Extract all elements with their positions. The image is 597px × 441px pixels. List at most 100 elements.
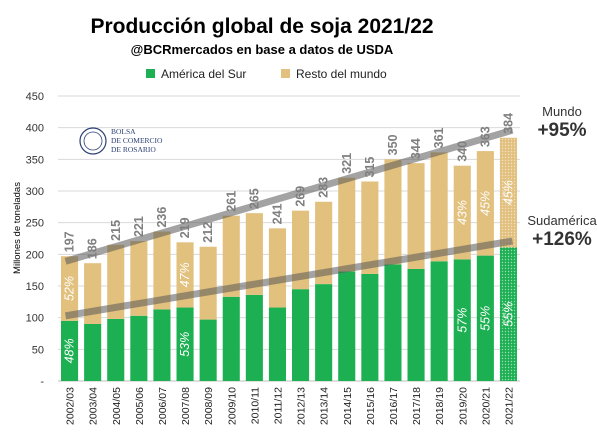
- bars: [61, 137, 517, 381]
- total-label: 236: [155, 207, 169, 228]
- total-label: 197: [63, 231, 77, 252]
- bar-south: [245, 294, 263, 381]
- total-label: 283: [317, 177, 331, 198]
- logo: BOLSA DE COMERCIO DE ROSARIO: [79, 127, 163, 155]
- y-tick-label: 100: [26, 313, 44, 325]
- bar-rest: [453, 165, 471, 260]
- x-axis: 2002/03 2003/04 2004/05 2005/06 2006/07 2007/…: [65, 387, 516, 425]
- annotation-mundo: Mundo +95%: [537, 104, 586, 141]
- share-label: 55%: [478, 306, 492, 331]
- bar-rest: [407, 163, 425, 269]
- total-label: 221: [132, 216, 146, 237]
- x-tick-label: 2016/17: [388, 387, 400, 425]
- total-label: 269: [294, 186, 308, 207]
- legend-label-south: América del Sur: [161, 67, 246, 81]
- x-tick-label: 2013/14: [319, 387, 331, 425]
- bar-south: [222, 296, 240, 381]
- bar-rest: [61, 256, 79, 321]
- bar-rest: [245, 213, 263, 295]
- chart-title: Producción global de soja 2021/22: [90, 15, 433, 38]
- logo-seal: [79, 127, 107, 155]
- bar-south: [338, 271, 356, 381]
- x-tick-label: 2004/05: [111, 387, 123, 425]
- x-tick-label: 2014/15: [342, 387, 354, 425]
- annotation-mundo-label: Mundo: [542, 104, 582, 119]
- y-tick-label: 450: [26, 91, 44, 103]
- total-label: 261: [224, 191, 238, 212]
- x-tick-label: 2019/20: [457, 387, 469, 425]
- bar-rest: [338, 177, 356, 272]
- trend-line-south: [64, 237, 514, 320]
- bar-rest: [361, 181, 379, 274]
- share-label: 47%: [178, 262, 192, 287]
- bar-south: [130, 315, 148, 381]
- share-label: 48%: [63, 338, 77, 363]
- y-tick-label: -: [40, 376, 44, 388]
- bar-south: [476, 255, 494, 381]
- bar-south: [153, 309, 171, 381]
- annotation-sud-value: +126%: [532, 229, 592, 250]
- y-axis-label: Millones de toneladas: [12, 182, 23, 274]
- x-tick-label: 2020/21: [480, 387, 492, 425]
- y-tick-label: 50: [32, 344, 44, 356]
- total-label: 315: [363, 157, 377, 178]
- y-tick-label: 200: [26, 249, 44, 261]
- total-label: 344: [409, 138, 423, 159]
- bar-south: [107, 318, 125, 381]
- bar-south: [199, 319, 217, 381]
- logo-line-2: DE COMERCIO: [111, 136, 163, 145]
- share-label: 45%: [501, 180, 515, 205]
- legend: América del Sur Resto del mundo: [146, 67, 387, 81]
- total-label: 363: [478, 126, 492, 147]
- bar-rest: [268, 228, 286, 308]
- x-tick-label: 2021/22: [503, 387, 515, 425]
- trend-lines: [64, 126, 514, 320]
- bar-south: [453, 259, 471, 381]
- annotation-mundo-value: +95%: [537, 120, 586, 141]
- x-tick-label: 2010/11: [249, 387, 261, 424]
- y-tick-label: 250: [26, 218, 44, 230]
- total-label: 361: [432, 127, 446, 148]
- share-label: 43%: [455, 200, 469, 225]
- share-label: 52%: [63, 276, 77, 301]
- x-tick-label: 2009/10: [226, 387, 238, 425]
- y-tick-label: 300: [26, 186, 44, 198]
- y-tick-label: 150: [26, 281, 44, 293]
- share-label: 45%: [478, 191, 492, 216]
- x-tick-label: 2017/18: [411, 387, 423, 425]
- total-label: 241: [270, 203, 284, 224]
- share-label: 57%: [455, 308, 469, 333]
- bar-rest: [130, 241, 148, 316]
- bar-rest: [107, 244, 125, 319]
- bar-rest: [292, 210, 310, 290]
- total-label: 186: [86, 238, 100, 259]
- x-tick-label: 2015/16: [365, 387, 377, 425]
- legend-label-rest: Resto del mundo: [296, 67, 387, 81]
- bar-south: [384, 264, 402, 381]
- bar-south: [407, 268, 425, 381]
- total-label: 384: [501, 113, 515, 134]
- y-tick-label: 400: [26, 123, 44, 135]
- logo-line-3: DE ROSARIO: [111, 145, 156, 154]
- bar-rest: [176, 242, 194, 308]
- total-label: 321: [340, 153, 354, 174]
- total-label: 215: [109, 220, 123, 241]
- x-tick-label: 2012/13: [296, 387, 308, 425]
- total-label: 212: [201, 222, 215, 243]
- chart-subtitle: @BCRmercados en base a datos de USDA: [131, 42, 394, 57]
- share-label: 55%: [501, 302, 515, 327]
- x-tick-label: 2018/19: [434, 387, 446, 425]
- x-tick-label: 2002/03: [65, 387, 77, 425]
- total-label: 350: [386, 134, 400, 155]
- logo-line-1: BOLSA: [111, 127, 136, 136]
- total-label: 265: [247, 188, 261, 209]
- annotation-sudamerica: Sudamérica +126%: [527, 213, 597, 250]
- bar-rest: [430, 152, 448, 262]
- bar-rest: [384, 159, 402, 265]
- legend-swatch-rest: [281, 69, 290, 78]
- bar-south: [61, 320, 79, 381]
- bar-south: [430, 261, 448, 381]
- bar-rest: [315, 201, 333, 285]
- bar-south: [315, 284, 333, 381]
